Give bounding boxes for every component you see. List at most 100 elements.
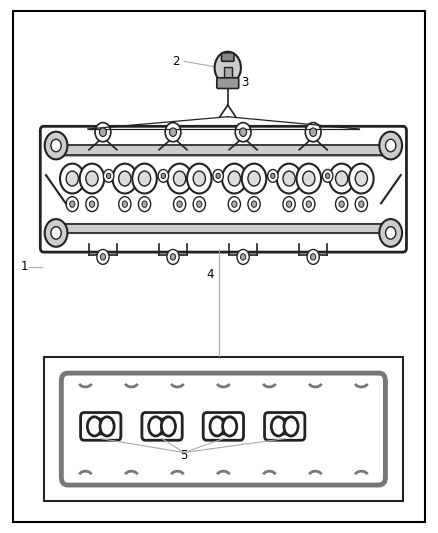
Bar xyxy=(224,67,232,82)
FancyBboxPatch shape xyxy=(40,126,406,252)
Circle shape xyxy=(215,52,241,84)
FancyBboxPatch shape xyxy=(61,373,385,485)
Circle shape xyxy=(80,164,104,193)
Circle shape xyxy=(97,249,109,264)
Circle shape xyxy=(307,249,319,264)
FancyBboxPatch shape xyxy=(222,53,234,61)
Circle shape xyxy=(119,197,131,212)
Circle shape xyxy=(359,201,364,207)
Text: 1: 1 xyxy=(20,260,28,273)
Circle shape xyxy=(283,171,295,186)
Ellipse shape xyxy=(148,417,163,436)
Circle shape xyxy=(385,227,396,239)
Circle shape xyxy=(167,249,179,264)
Circle shape xyxy=(349,164,374,193)
Circle shape xyxy=(355,171,367,186)
Ellipse shape xyxy=(161,417,176,436)
Circle shape xyxy=(86,197,98,212)
Circle shape xyxy=(193,197,205,212)
Circle shape xyxy=(132,164,157,193)
FancyBboxPatch shape xyxy=(217,78,239,88)
Circle shape xyxy=(228,171,240,186)
Ellipse shape xyxy=(271,417,286,436)
FancyBboxPatch shape xyxy=(265,413,305,440)
Circle shape xyxy=(325,173,330,179)
Circle shape xyxy=(339,201,344,207)
Circle shape xyxy=(142,201,147,207)
Circle shape xyxy=(103,169,114,182)
Circle shape xyxy=(248,171,260,186)
Bar xyxy=(44,357,403,501)
Circle shape xyxy=(379,219,402,247)
Circle shape xyxy=(45,219,67,247)
Circle shape xyxy=(303,171,315,186)
Ellipse shape xyxy=(223,417,237,436)
Circle shape xyxy=(138,197,151,212)
Circle shape xyxy=(161,173,166,179)
Circle shape xyxy=(119,171,131,186)
Circle shape xyxy=(51,139,61,152)
Circle shape xyxy=(235,123,251,142)
Circle shape xyxy=(213,169,223,182)
Circle shape xyxy=(51,227,61,239)
Circle shape xyxy=(336,197,348,212)
Ellipse shape xyxy=(210,417,224,436)
Circle shape xyxy=(271,173,275,179)
Circle shape xyxy=(66,197,78,212)
Circle shape xyxy=(95,123,111,142)
Circle shape xyxy=(66,171,78,186)
Circle shape xyxy=(355,197,367,212)
Circle shape xyxy=(122,201,127,207)
Circle shape xyxy=(100,254,106,260)
Circle shape xyxy=(297,164,321,193)
Text: 3: 3 xyxy=(241,76,248,89)
Text: 4: 4 xyxy=(206,268,214,281)
Circle shape xyxy=(86,171,98,186)
Circle shape xyxy=(187,164,212,193)
Circle shape xyxy=(106,173,111,179)
Circle shape xyxy=(283,197,295,212)
Ellipse shape xyxy=(87,417,102,436)
Circle shape xyxy=(138,171,151,186)
Circle shape xyxy=(242,164,266,193)
Circle shape xyxy=(70,201,75,207)
Circle shape xyxy=(310,128,317,136)
Circle shape xyxy=(286,201,292,207)
Circle shape xyxy=(305,123,321,142)
Circle shape xyxy=(158,169,169,182)
Circle shape xyxy=(60,164,85,193)
Circle shape xyxy=(251,201,257,207)
Circle shape xyxy=(89,201,95,207)
Circle shape xyxy=(165,123,181,142)
Circle shape xyxy=(170,128,177,136)
Circle shape xyxy=(277,164,301,193)
Circle shape xyxy=(45,132,67,159)
Circle shape xyxy=(322,169,333,182)
Circle shape xyxy=(177,201,182,207)
FancyBboxPatch shape xyxy=(203,413,244,440)
Circle shape xyxy=(228,197,240,212)
Circle shape xyxy=(167,164,192,193)
Circle shape xyxy=(222,164,247,193)
Text: 2: 2 xyxy=(172,55,180,68)
Circle shape xyxy=(197,201,202,207)
Circle shape xyxy=(232,201,237,207)
Circle shape xyxy=(303,197,315,212)
Circle shape xyxy=(193,171,205,186)
Circle shape xyxy=(99,128,106,136)
Circle shape xyxy=(173,171,186,186)
Circle shape xyxy=(336,171,348,186)
Ellipse shape xyxy=(100,417,114,436)
Circle shape xyxy=(248,197,260,212)
Ellipse shape xyxy=(284,417,298,436)
Circle shape xyxy=(311,254,316,260)
Circle shape xyxy=(173,197,186,212)
Circle shape xyxy=(329,164,354,193)
Text: 5: 5 xyxy=(180,449,187,462)
FancyBboxPatch shape xyxy=(81,413,121,440)
Circle shape xyxy=(240,128,247,136)
Circle shape xyxy=(170,254,176,260)
Circle shape xyxy=(385,139,396,152)
Circle shape xyxy=(216,173,220,179)
Circle shape xyxy=(268,169,278,182)
